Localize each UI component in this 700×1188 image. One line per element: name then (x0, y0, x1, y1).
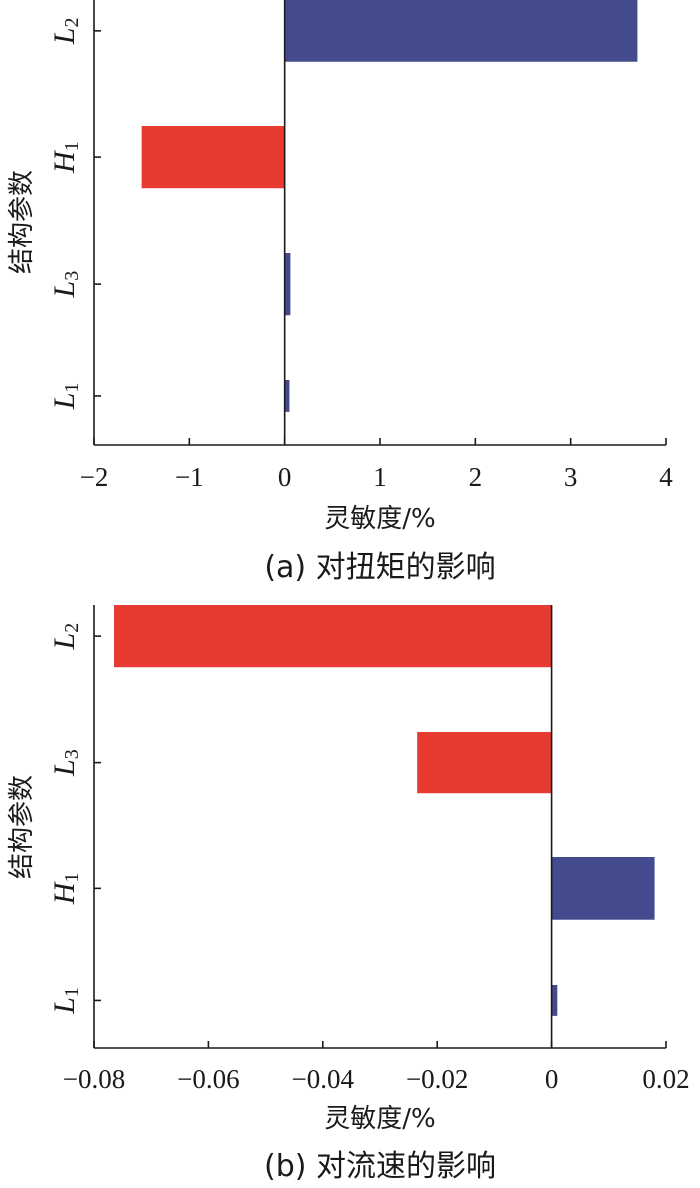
chart-b: −0.08 −0.06 −0.04 −0.02 0 0.02 L2 L3 H1 L1 结构参数灵敏度… (7, 605, 690, 1184)
x-axis-title: 灵敏度/% (324, 1104, 435, 1134)
x-tick-label: −0.02 (406, 1064, 468, 1094)
x-tick-label: 0.02 (642, 1064, 689, 1094)
y-category-label: L1 (48, 383, 83, 411)
x-axis-title: 灵敏度/% (324, 504, 435, 534)
y-category-label: H1 (48, 141, 83, 174)
x-tick-label: 4 (659, 462, 673, 492)
x-tick-label: −1 (175, 462, 204, 492)
y-category-label: L2 (48, 623, 83, 651)
bar-l2 (114, 605, 552, 668)
x-tick-label: 3 (564, 462, 578, 492)
chart-caption: (a) 对扭矩的影响 (264, 550, 495, 585)
y-category-label: L2 (48, 18, 83, 46)
y-category-label: L1 (48, 987, 83, 1015)
bar-l1 (284, 380, 290, 412)
bar-l1 (551, 985, 558, 1016)
x-tick-label: 1 (373, 462, 387, 492)
y-category-label: L3 (48, 749, 83, 777)
bar-h1 (551, 857, 655, 920)
bar-l2 (284, 0, 638, 62)
bar-l3 (417, 732, 552, 794)
x-tick-label: 2 (469, 462, 483, 492)
y-category-label: H1 (48, 873, 83, 906)
chart-caption: (b) 对流速的影响 (264, 1149, 496, 1184)
y-category-label: L3 (48, 271, 83, 299)
x-tick-label: −0.06 (177, 1064, 239, 1094)
x-tick-label: −0.04 (292, 1064, 355, 1094)
x-tick-label: −0.08 (63, 1064, 125, 1094)
bar-h1 (141, 126, 285, 189)
bar-l3 (284, 253, 291, 316)
y-axis-title: 结构参数 (7, 170, 37, 274)
x-tick-label: 0 (278, 462, 292, 492)
x-tick-label: 0 (545, 1064, 559, 1094)
x-tick-label: −2 (80, 462, 109, 492)
y-axis-title: 结构参数 (7, 775, 37, 879)
